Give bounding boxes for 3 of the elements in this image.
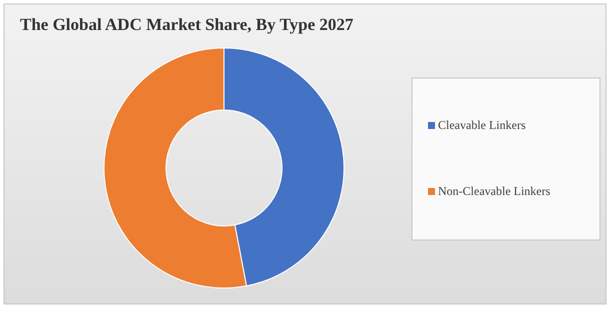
chart-title: The Global ADC Market Share, By Type 2027 [20, 15, 354, 34]
legend-label: Cleavable Linkers [438, 118, 526, 132]
legend-label: Non-Cleavable Linkers [438, 184, 551, 198]
